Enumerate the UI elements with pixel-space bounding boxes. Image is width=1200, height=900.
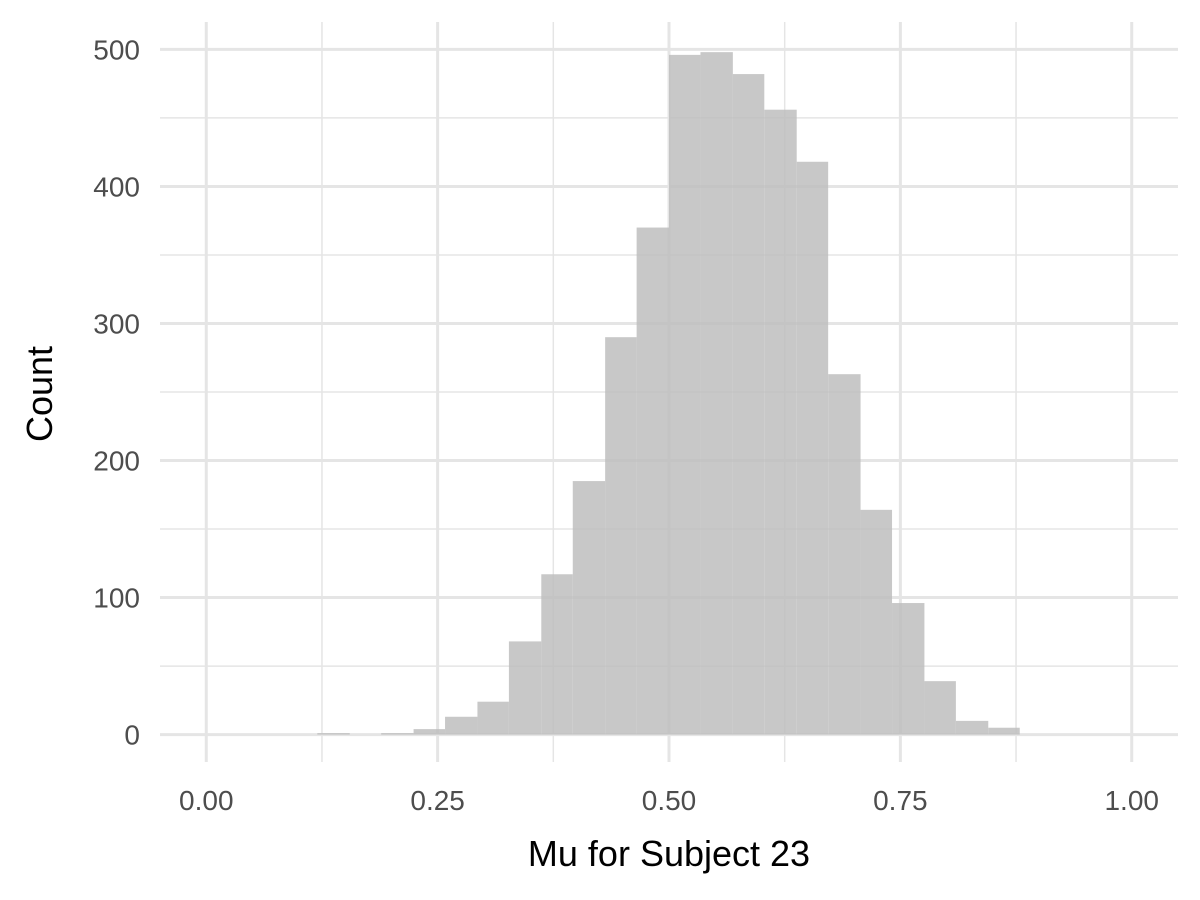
y-tick-label: 300 (93, 308, 140, 339)
y-tick-label: 200 (93, 446, 140, 477)
x-tick-label: 0.25 (410, 785, 465, 816)
histogram-bar (860, 509, 893, 735)
histogram-bar (508, 641, 542, 735)
histogram-bar (636, 227, 669, 735)
x-axis-title: Mu for Subject 23 (528, 833, 810, 874)
histogram-bar (572, 481, 606, 735)
histogram-bar (828, 374, 861, 735)
x-axis-tick-labels: 0.00 0.25 0.50 0.75 1.00 (179, 785, 1159, 816)
y-tick-label: 0 (124, 720, 140, 751)
y-axis-tick-labels: 0 100 200 300 400 500 (93, 34, 140, 750)
x-tick-label: 0.75 (873, 785, 928, 816)
histogram-bar (669, 54, 701, 735)
histogram-bar (955, 720, 989, 735)
histogram-bar (413, 729, 446, 735)
histogram-bar (764, 109, 797, 735)
histogram-bar (924, 681, 956, 735)
y-tick-label: 100 (93, 583, 140, 614)
histogram-bar (381, 733, 414, 735)
histogram-bars (317, 52, 1020, 735)
y-tick-label: 500 (93, 34, 140, 65)
histogram-bar (477, 701, 509, 735)
histogram-bar (796, 161, 829, 735)
x-tick-label: 0.00 (179, 785, 234, 816)
y-tick-label: 400 (93, 171, 140, 202)
x-tick-label: 1.00 (1104, 785, 1159, 816)
x-tick-label: 0.50 (642, 785, 697, 816)
histogram-bar (988, 727, 1020, 735)
histogram-bar (317, 733, 350, 735)
histogram-bar (445, 716, 478, 735)
histogram-bar (732, 74, 765, 735)
histogram-bar (700, 52, 733, 735)
histogram-bar (541, 574, 573, 735)
y-axis-title: Count (19, 346, 60, 442)
histogram-bar (892, 603, 925, 735)
histogram-bar (605, 337, 637, 735)
